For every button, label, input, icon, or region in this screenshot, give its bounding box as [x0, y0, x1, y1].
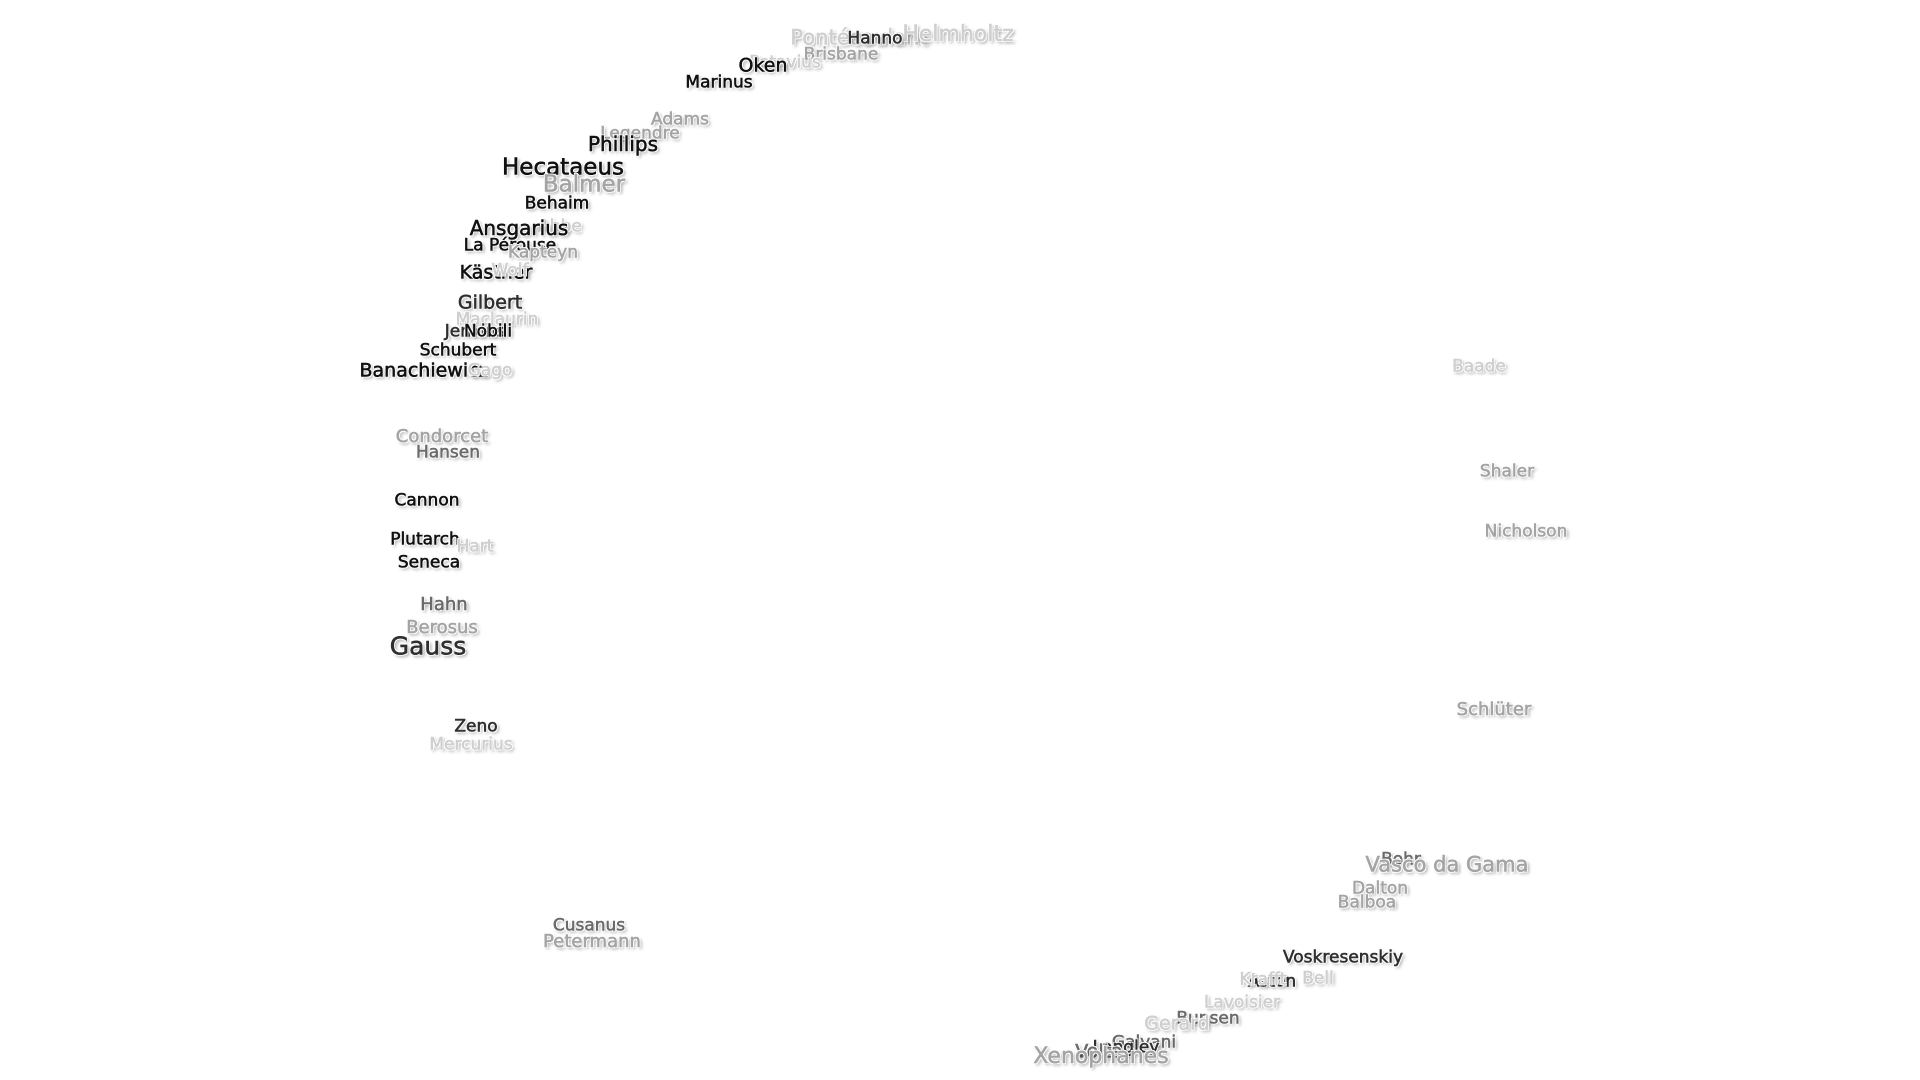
crater-label-berosus: Berosus: [406, 617, 478, 638]
crater-label-ansgarius: Ansgarius: [469, 216, 569, 240]
crater-label-gauss: Gauss: [389, 631, 467, 661]
crater-label-balmer: Balmer: [542, 171, 626, 198]
crater-label-marinus: Marinus: [685, 72, 753, 93]
crater-label-condorcet: Condorcet: [395, 426, 489, 447]
crater-label-abbe: Abbe: [538, 216, 582, 237]
crater-label-behaim: Behaim: [524, 193, 590, 214]
crater-label-maclaurin: Maclaurin: [455, 309, 539, 330]
crater-label-bunsen: Bunsen: [1176, 1008, 1240, 1029]
crater-label-galvani: Galvani: [1111, 1032, 1177, 1053]
crater-label-pontecoulant: Pontécoulant: [790, 25, 928, 50]
crater-label-cannon: Cannon: [394, 490, 460, 511]
crater-label-schubert: Schubert: [419, 340, 497, 361]
crater-label-jenkins: Jenkins: [444, 321, 506, 342]
crater-label-seneca: Seneca: [397, 552, 461, 573]
crater-label-gilbert: Gilbert: [457, 291, 523, 314]
crater-label-bell: Bell: [1302, 968, 1334, 989]
crater-label-hahn: Hahn: [420, 594, 468, 615]
crater-label-kapteyn: Kapteyn: [507, 242, 579, 263]
crater-label-la-perouse: La Pérouse: [463, 235, 557, 256]
crater-label-xenophanes: Xenophanes: [1033, 1044, 1169, 1069]
crater-label-plutarch: Plutarch: [390, 529, 460, 550]
crater-label-gerard: Gerard: [1144, 1012, 1210, 1035]
crater-label-gago: Gago: [467, 360, 513, 381]
crater-label-petavius: Petavius: [749, 52, 821, 73]
crater-label-adams: Adams: [651, 109, 710, 130]
crater-label-bohr: Bohr: [1381, 849, 1421, 870]
crater-label-schluter: Schlüter: [1456, 699, 1532, 720]
crater-label-hanno: Hanno: [847, 28, 903, 49]
crater-label-nobili: Nobili: [463, 321, 513, 342]
crater-label-hecataeus: Hecataeus: [501, 154, 625, 181]
crater-label-cusanus: Cusanus: [552, 915, 626, 936]
crater-label-vasco-da-gama: Vasco da Gama: [1365, 852, 1529, 877]
crater-label-hart: Hart: [456, 536, 494, 557]
crater-label-balboa: Balboa: [1337, 892, 1397, 913]
crater-label-zeno: Zeno: [454, 716, 498, 737]
crater-label-voskresenskiy: Voskresenskiy: [1282, 947, 1404, 968]
crater-label-oken: Oken: [738, 54, 788, 77]
crater-label-krafft: Krafft: [1239, 969, 1287, 990]
crater-label-aston: Aston: [1247, 971, 1297, 992]
crater-label-banachiewicz: Banachiewicz: [359, 359, 489, 382]
crater-label-wolf: Wolf: [491, 260, 529, 281]
crater-label-phillips: Phillips: [587, 132, 659, 156]
crater-label-petermann: Petermann: [543, 931, 641, 952]
crater-label-kastner: Kästner: [459, 261, 533, 284]
crater-label-baade: Baade: [1452, 356, 1506, 377]
crater-label-langley: Langley: [1092, 1037, 1160, 1058]
crater-label-helmholtz: Helmholtz: [902, 22, 1014, 47]
crater-label-nicholson: Nicholson: [1484, 521, 1568, 542]
crater-label-shaler: Shaler: [1479, 461, 1535, 482]
crater-label-dalton: Dalton: [1351, 878, 1409, 899]
crater-label-mercurius: Mercurius: [429, 734, 513, 755]
crater-label-lavoisier: Lavoisier: [1203, 992, 1281, 1013]
crater-label-brisbane: Brisbane: [803, 44, 879, 65]
crater-label-legendre: Legendre: [600, 123, 680, 144]
crater-label-volta: Volta: [1075, 1040, 1123, 1063]
crater-label-hansen: Hansen: [415, 442, 481, 463]
